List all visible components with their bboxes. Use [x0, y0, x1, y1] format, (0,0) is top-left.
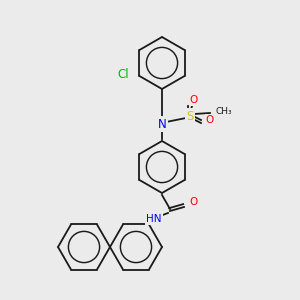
Text: N: N [158, 118, 166, 130]
Text: O: O [189, 197, 197, 207]
Text: Cl: Cl [118, 68, 130, 80]
Text: HN: HN [146, 214, 162, 224]
Text: O: O [206, 115, 214, 125]
Text: O: O [190, 95, 198, 105]
Text: CH₃: CH₃ [216, 107, 232, 116]
Text: S: S [186, 110, 194, 122]
